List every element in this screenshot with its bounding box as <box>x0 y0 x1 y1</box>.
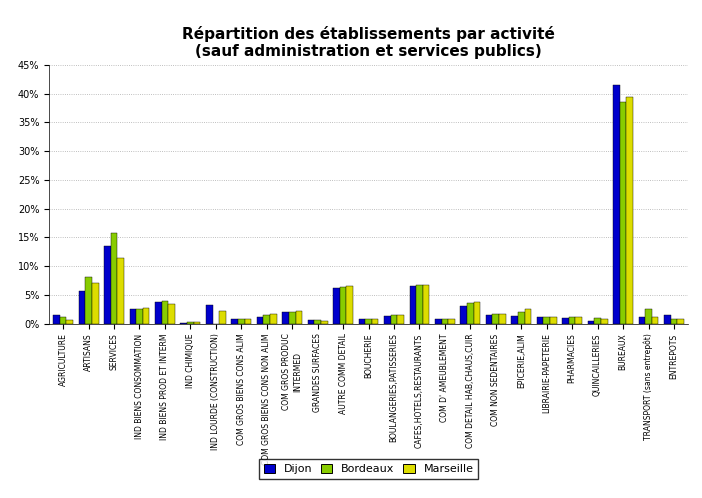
Bar <box>136 309 143 324</box>
Bar <box>486 315 493 324</box>
Bar <box>588 321 595 324</box>
Bar <box>511 316 518 324</box>
Bar <box>270 314 277 324</box>
Bar <box>365 319 372 324</box>
Bar <box>117 257 124 324</box>
Bar <box>130 309 136 324</box>
Bar <box>314 320 321 324</box>
Bar <box>550 317 557 324</box>
Bar <box>524 309 531 324</box>
Bar <box>111 233 117 324</box>
Legend: Dijon, Bordeaux, Marseille: Dijon, Bordeaux, Marseille <box>259 459 478 479</box>
Bar <box>435 319 442 324</box>
Bar <box>409 286 416 324</box>
Bar <box>664 315 670 324</box>
Bar <box>467 303 474 324</box>
Bar <box>601 319 607 324</box>
Bar <box>257 317 263 324</box>
Bar <box>576 317 582 324</box>
Bar <box>53 315 60 324</box>
Bar <box>60 317 67 324</box>
Bar <box>537 317 543 324</box>
Bar <box>384 316 391 324</box>
Bar <box>493 314 499 324</box>
Bar <box>194 322 200 324</box>
Bar <box>85 277 92 324</box>
Bar <box>219 311 226 324</box>
Bar <box>639 317 645 324</box>
Bar <box>499 314 505 324</box>
Bar <box>161 301 168 324</box>
Bar <box>595 318 601 324</box>
Bar <box>143 308 150 324</box>
Bar <box>187 322 194 324</box>
Bar <box>307 320 314 324</box>
Bar <box>168 304 175 324</box>
Bar <box>79 291 85 324</box>
Bar <box>670 319 677 324</box>
Bar <box>92 283 98 324</box>
Bar <box>296 311 302 324</box>
Bar <box>238 319 244 324</box>
Bar <box>645 309 652 324</box>
Bar <box>155 302 161 324</box>
Bar <box>282 312 289 324</box>
Bar <box>289 312 296 324</box>
Bar <box>104 246 111 324</box>
Bar <box>474 302 480 324</box>
Bar <box>206 305 213 324</box>
Bar <box>677 319 684 324</box>
Bar <box>346 286 353 324</box>
Bar <box>626 97 633 324</box>
Bar <box>423 285 430 324</box>
Bar <box>461 306 467 324</box>
Bar <box>543 317 550 324</box>
Bar <box>518 312 524 324</box>
Bar <box>67 320 73 324</box>
Bar <box>340 287 346 324</box>
Bar <box>391 315 397 324</box>
Bar <box>263 315 270 324</box>
Bar <box>232 319 238 324</box>
Bar <box>613 85 620 324</box>
Bar <box>442 319 448 324</box>
Bar <box>416 285 423 324</box>
Bar <box>359 319 365 324</box>
Bar <box>397 315 404 324</box>
Bar <box>372 319 378 324</box>
Bar <box>652 317 658 324</box>
Title: Répartition des établissements par activité
(sauf administration et services pub: Répartition des établissements par activ… <box>182 26 555 59</box>
Bar <box>620 102 626 324</box>
Bar <box>321 321 328 324</box>
Bar <box>333 288 340 324</box>
Bar <box>180 323 187 324</box>
Bar <box>569 317 576 324</box>
Bar <box>562 318 569 324</box>
Bar <box>244 319 251 324</box>
Bar <box>448 319 455 324</box>
